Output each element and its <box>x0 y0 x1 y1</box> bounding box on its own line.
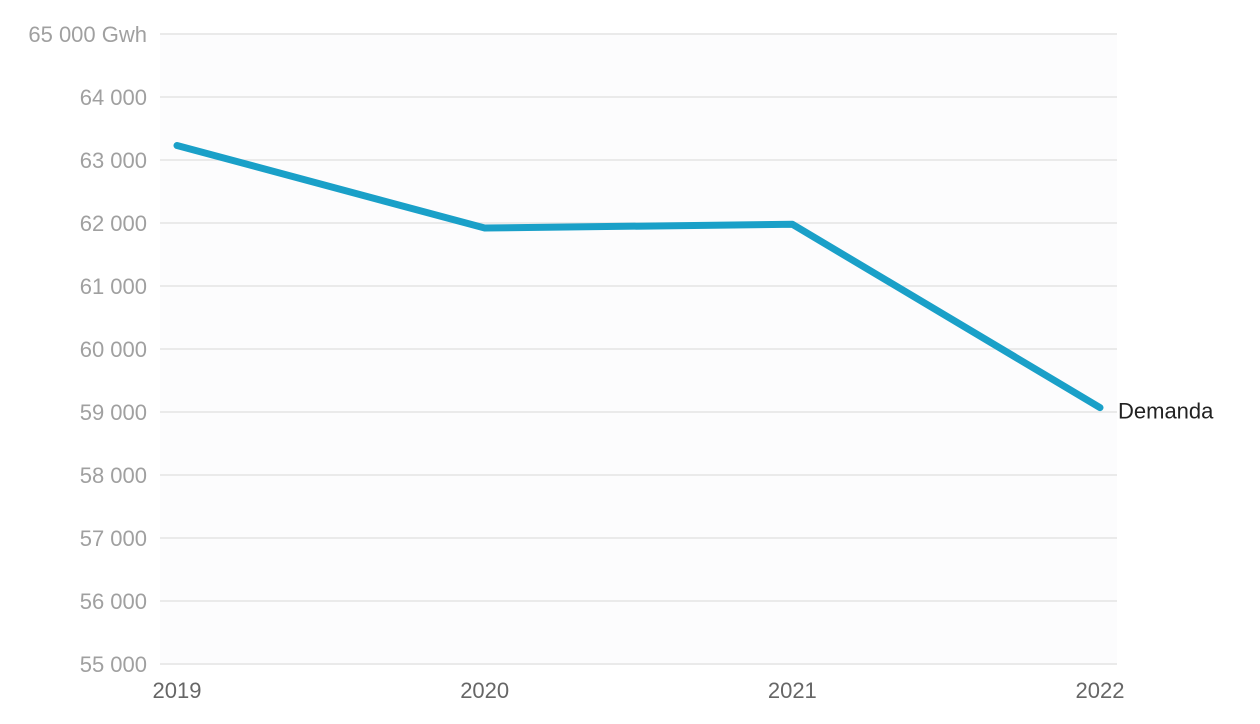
y-tick-label: 61 000 <box>80 274 147 299</box>
y-tick-label: 55 000 <box>80 652 147 677</box>
x-tick-label: 2019 <box>153 678 202 703</box>
series-label: Demanda <box>1118 399 1214 424</box>
y-tick-label: 60 000 <box>80 337 147 362</box>
series-label-layer: Demanda <box>1118 399 1214 424</box>
x-axis-ticks: 2019 2020 2021 2022 <box>153 678 1125 703</box>
grid-layer <box>160 33 1117 665</box>
x-tick-label: 2022 <box>1076 678 1125 703</box>
x-tick-label: 2020 <box>460 678 509 703</box>
y-axis-ticks: 55 000 56 000 57 000 58 000 59 000 60 000 61 0… <box>28 22 147 677</box>
y-tick-label: 58 000 <box>80 463 147 488</box>
y-tick-label: 57 000 <box>80 526 147 551</box>
y-tick-label: 56 000 <box>80 589 147 614</box>
y-tick-label: 65 000 Gwh <box>28 22 147 47</box>
y-tick-label: 62 000 <box>80 211 147 236</box>
y-tick-label: 59 000 <box>80 400 147 425</box>
x-tick-label: 2021 <box>768 678 817 703</box>
series-line-demanda <box>173 142 1104 412</box>
y-tick-label: 64 000 <box>80 85 147 110</box>
series-layer <box>173 142 1104 412</box>
y-tick-label: 63 000 <box>80 148 147 173</box>
